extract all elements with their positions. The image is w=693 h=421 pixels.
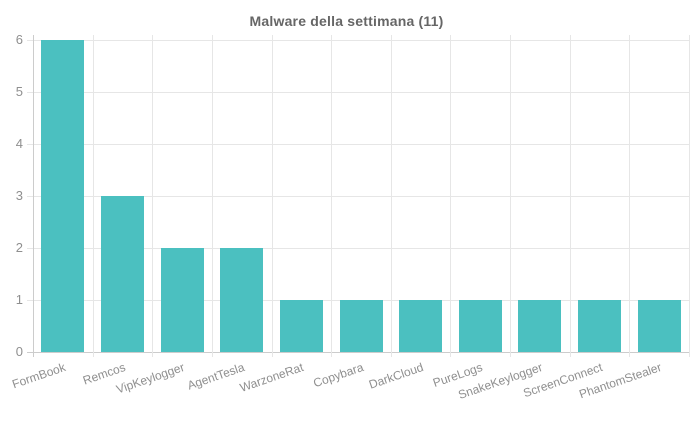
gridline-horizontal xyxy=(27,40,689,41)
gridline-horizontal xyxy=(27,92,689,93)
gridline-horizontal xyxy=(27,248,689,249)
bar xyxy=(220,248,264,352)
bar xyxy=(160,248,204,352)
bar xyxy=(518,300,562,352)
y-axis-tick-label: 0 xyxy=(15,344,23,359)
y-axis-tick-label: 2 xyxy=(15,240,23,255)
gridline-vertical xyxy=(510,35,511,357)
gridline-vertical xyxy=(152,35,153,357)
bar xyxy=(637,300,681,352)
bar xyxy=(458,300,502,352)
gridline-horizontal xyxy=(27,144,689,145)
gridline-horizontal xyxy=(27,196,689,197)
gridline-vertical xyxy=(212,35,213,357)
gridline-vertical xyxy=(689,35,690,357)
gridline-vertical xyxy=(331,35,332,357)
y-axis-tick-label: 5 xyxy=(15,84,23,99)
bar xyxy=(399,300,443,352)
y-axis-tick-label: 1 xyxy=(15,292,23,307)
y-axis-line xyxy=(33,35,34,357)
gridline-vertical xyxy=(272,35,273,357)
y-axis-tick-label: 3 xyxy=(15,188,23,203)
bar xyxy=(339,300,383,352)
bar xyxy=(101,196,144,352)
y-axis-tick-label: 4 xyxy=(15,136,23,151)
gridline-vertical xyxy=(391,35,392,357)
gridline-vertical xyxy=(570,35,571,357)
gridline-vertical xyxy=(450,35,451,357)
bar xyxy=(279,300,323,352)
gridline-vertical xyxy=(629,35,630,357)
chart-title: Malware della settimana (11) xyxy=(249,13,444,29)
y-axis-tick-label: 6 xyxy=(15,32,23,47)
gridline-vertical xyxy=(93,35,94,357)
x-axis-line xyxy=(27,352,689,353)
bar xyxy=(578,300,621,352)
bar xyxy=(41,40,85,352)
